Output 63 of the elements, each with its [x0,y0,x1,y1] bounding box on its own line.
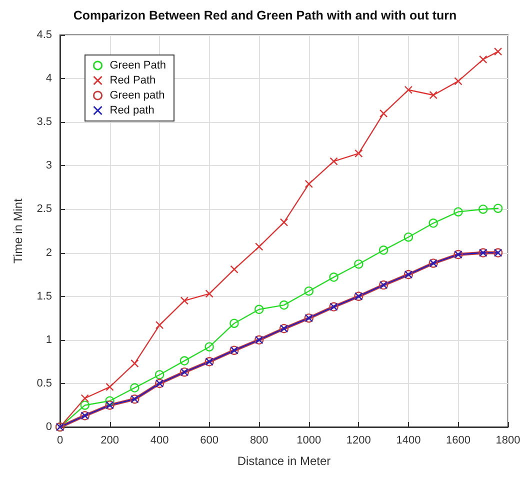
point [180,356,190,366]
y-tick-label: 1.5 [36,290,52,302]
point [180,296,189,305]
point [155,320,164,330]
point [130,359,139,368]
point [106,382,114,392]
y-tick-label: 2.5 [36,203,52,216]
x-tick-label: 1000 [296,434,322,446]
point [493,204,503,213]
point [378,246,388,255]
point [154,370,164,380]
legend-label: Red Path [110,74,156,86]
point [80,394,89,402]
point [80,400,90,410]
x-tick-label: 800 [250,434,268,446]
y-tick-label: 3 [46,160,52,172]
point [379,109,388,118]
point [428,218,438,228]
point [479,55,488,64]
point [354,149,363,158]
x-tick-label: 200 [100,434,119,446]
point [280,218,288,226]
point [329,272,338,282]
point [230,265,238,274]
x-tick-label: 0 [56,434,64,446]
chart-title: Comparizon Between Red and Green Path with and with out turn [73,8,457,22]
y-tick-label: 2 [46,246,52,259]
y-axis-title: Time in Mint [11,198,25,264]
point [330,157,338,166]
x-tick-label: 1800 [496,434,520,446]
point [404,86,413,94]
point [494,47,502,56]
point [354,260,364,269]
y-tick-label: 4 [46,72,52,85]
legend-label: Green path [110,90,165,102]
point [404,232,414,242]
x-tick-label: 1200 [346,434,371,446]
point [454,77,462,86]
point [254,304,264,314]
y-tick-label: 3.5 [36,116,52,128]
x-tick-label: 1600 [446,434,470,446]
point [478,204,488,214]
y-tick-label: 1 [46,334,52,346]
point [204,342,214,352]
x-tick-label: 1400 [396,434,421,446]
point [130,383,140,392]
y-tick-label: 0.5 [36,377,52,390]
point [205,290,214,298]
point [105,396,114,406]
point [304,180,313,188]
point [279,300,289,310]
point [255,242,264,251]
x-tick-label: 400 [150,434,169,446]
y-tick-label: 4.5 [36,29,52,41]
legend-label: Red path [110,104,154,116]
point [304,286,314,296]
x-tick-label: 600 [200,434,219,446]
point [230,318,239,328]
point [454,207,463,216]
x-axis-title: Distance in Meter [237,454,331,468]
legend-label: Green Path [110,60,166,72]
y-tick-label: 0 [46,421,52,433]
point [429,91,438,100]
